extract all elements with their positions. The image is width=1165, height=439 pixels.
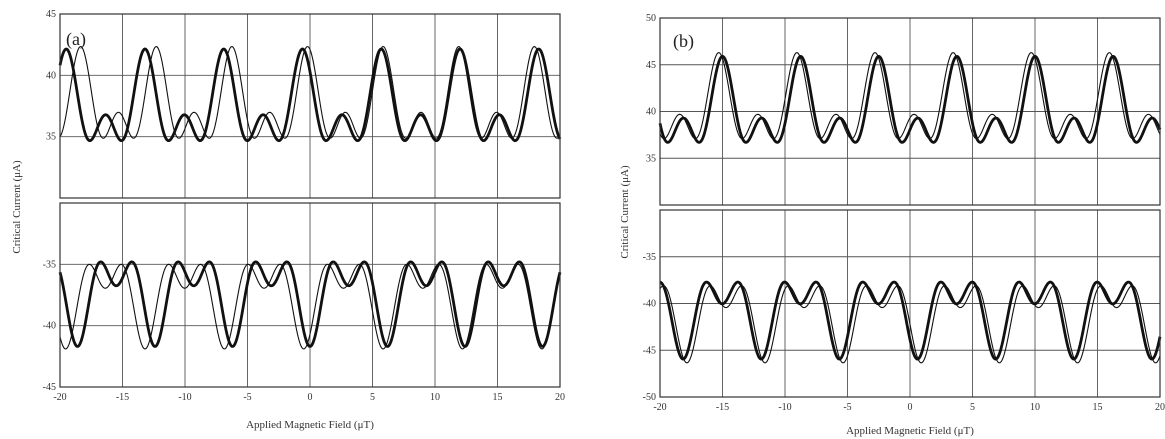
y-tick-label: 50 — [646, 13, 656, 24]
series-line-thick — [658, 54, 1162, 144]
subplot-upper: 35 40 45 — [46, 9, 562, 199]
y-tick-label: 35 — [646, 153, 656, 164]
x-tick-label: 0 — [908, 402, 913, 413]
y-tick-label: -50 — [643, 392, 656, 403]
series-line-thin — [59, 45, 561, 139]
panel-a-xlabel: Applied Magnetic Field (μT) — [246, 419, 374, 431]
x-tick-label: -10 — [178, 392, 191, 403]
y-tick-label: -35 — [643, 252, 656, 263]
panel-b-xlabel: Applied Magnetic Field (μT) — [846, 425, 974, 437]
y-tick-label: -40 — [643, 299, 656, 310]
series-line-thick — [58, 47, 562, 143]
x-tick-label: 15 — [493, 392, 503, 403]
x-tick-label: 5 — [370, 392, 375, 403]
y-tick-label: 45 — [46, 9, 56, 20]
subplot-upper: 35 40 45 50 — [646, 13, 1162, 206]
x-tick-label: -15 — [116, 392, 129, 403]
x-tick-label: 5 — [970, 402, 975, 413]
subplot-lower: -50 -45 -40 -35 — [643, 209, 1162, 403]
plot-frame — [59, 202, 561, 388]
x-tick-label: 10 — [430, 392, 440, 403]
x-tick-label: -20 — [53, 392, 66, 403]
plot-frame — [659, 209, 1161, 398]
x-tick-label: -15 — [716, 402, 729, 413]
y-tick-label: 40 — [646, 107, 656, 118]
series-line-thin — [659, 285, 1161, 364]
y-tick-label: -45 — [643, 345, 656, 356]
x-tick-label: 20 — [555, 392, 565, 403]
plot-frame — [59, 13, 561, 199]
x-tick-label: -5 — [243, 392, 251, 403]
y-tick-label: -40 — [43, 321, 56, 332]
series-line-thick — [58, 260, 562, 348]
panel-a-ylabel: Critical Current (μA) — [11, 160, 23, 254]
series-line-thick — [659, 280, 1162, 361]
y-tick-label: -45 — [43, 382, 56, 393]
y-tick-label: -35 — [43, 259, 56, 270]
panel-a: (a) Applied Magnetic Field (μT) Critical… — [11, 9, 565, 431]
y-tick-label: 35 — [46, 132, 56, 143]
x-tick-label: -5 — [843, 402, 851, 413]
x-tick-label: 10 — [1030, 402, 1040, 413]
x-tick-label: 20 — [1155, 402, 1165, 413]
plot-frame — [659, 17, 1161, 206]
subplot-lower: -45 -40 -35 — [43, 202, 562, 393]
x-tick-label: -10 — [778, 402, 791, 413]
y-tick-label: 40 — [46, 70, 56, 81]
x-tick-label: 0 — [308, 392, 313, 403]
panel-b-label: (b) — [673, 31, 694, 52]
series-line-thin — [659, 52, 1161, 140]
series-line-thin — [59, 263, 561, 350]
x-tick-label: -20 — [653, 402, 666, 413]
panel-b-ylabel: Critical Current (μA) — [619, 165, 631, 259]
panel-a-label: (a) — [66, 29, 86, 50]
x-tick-label: 15 — [1093, 402, 1103, 413]
y-tick-label: 45 — [646, 60, 656, 71]
panel-b: (b) Applied Magnetic Field (μT) Critical… — [619, 13, 1165, 437]
